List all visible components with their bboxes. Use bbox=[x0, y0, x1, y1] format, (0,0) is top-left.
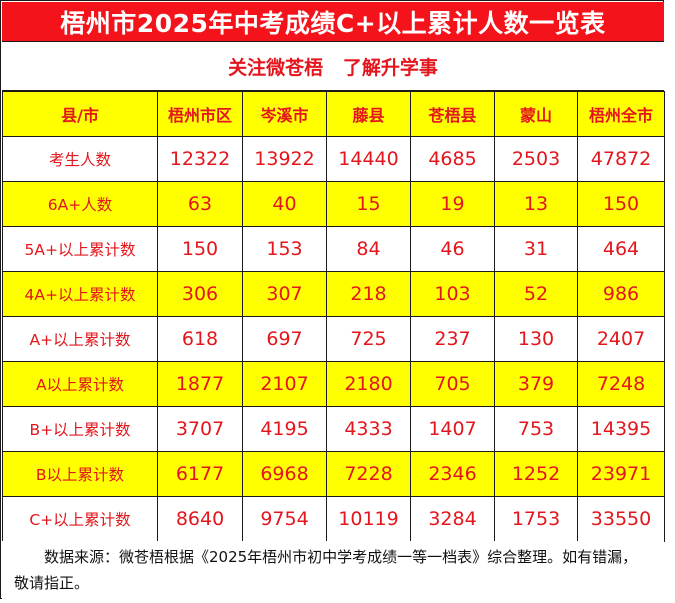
table-body: 考生人数 12322 13922 14440 4685 2503 47872 6A+人数 63 4… bbox=[2, 136, 665, 542]
header-wuzhou-total: 梧州全市 bbox=[577, 91, 665, 137]
table-row: C+以上累计数 8640 9754 10119 3284 1753 33550 bbox=[2, 496, 665, 542]
table-row: 考生人数 12322 13922 14440 4685 2503 47872 bbox=[2, 136, 665, 182]
table-row: 6A+人数 63 40 15 19 13 150 bbox=[2, 181, 665, 227]
table-cell: 150 bbox=[157, 226, 243, 272]
row-label: 5A+以上累计数 bbox=[2, 226, 158, 272]
table-cell: 153 bbox=[242, 226, 327, 272]
table-cell: 753 bbox=[494, 406, 578, 452]
row-label: A以上累计数 bbox=[2, 361, 158, 407]
table-cell: 2503 bbox=[494, 136, 578, 182]
table-row: B以上累计数 6177 6968 7228 2346 1252 23971 bbox=[2, 451, 665, 497]
data-source-note: 数据来源：微苍梧根据《2025年梧州市初中学考成绩一等一档表》综合整理。如有错漏… bbox=[2, 541, 664, 599]
table-row: 4A+以上累计数 306 307 218 103 52 986 bbox=[2, 271, 665, 317]
table-cell: 306 bbox=[157, 271, 243, 317]
row-label: 考生人数 bbox=[2, 136, 158, 182]
table-header-row: 县/市 梧州市区 岑溪市 藤县 苍梧县 蒙山 梧州全市 bbox=[2, 91, 665, 137]
header-region: 县/市 bbox=[2, 91, 158, 137]
table-cell: 23971 bbox=[577, 451, 665, 497]
table-cell: 33550 bbox=[577, 496, 665, 542]
table-cell: 1877 bbox=[157, 361, 243, 407]
table-row: B+以上累计数 3707 4195 4333 1407 753 14395 bbox=[2, 406, 665, 452]
table-cell: 10119 bbox=[326, 496, 411, 542]
table-cell: 52 bbox=[494, 271, 578, 317]
table-cell: 3284 bbox=[410, 496, 495, 542]
row-label: B+以上累计数 bbox=[2, 406, 158, 452]
table-cell: 697 bbox=[242, 316, 327, 362]
header-tengxian: 藤县 bbox=[326, 91, 411, 137]
table-cell: 9754 bbox=[242, 496, 327, 542]
row-label: A+以上累计数 bbox=[2, 316, 158, 362]
table-cell: 14440 bbox=[326, 136, 411, 182]
table-cell: 618 bbox=[157, 316, 243, 362]
table-cell: 218 bbox=[326, 271, 411, 317]
header-cenxi: 岑溪市 bbox=[242, 91, 327, 137]
table-cell: 14395 bbox=[577, 406, 665, 452]
subtitle-text: 关注微苍梧 了解升学事 bbox=[228, 56, 438, 79]
table-cell: 150 bbox=[577, 181, 665, 227]
table-cell: 7248 bbox=[577, 361, 665, 407]
table-cell: 1407 bbox=[410, 406, 495, 452]
table-row: A以上累计数 1877 2107 2180 705 379 7248 bbox=[2, 361, 665, 407]
title-banner: 梧州市2025年中考成绩C+以上累计人数一览表 bbox=[2, 2, 664, 42]
table-cell: 13922 bbox=[242, 136, 327, 182]
table-cell: 464 bbox=[577, 226, 665, 272]
table-cell: 2180 bbox=[326, 361, 411, 407]
header-wuzhou-urban: 梧州市区 bbox=[157, 91, 243, 137]
table-cell: 12322 bbox=[157, 136, 243, 182]
table-cell: 4333 bbox=[326, 406, 411, 452]
results-table-frame: 梧州市2025年中考成绩C+以上累计人数一览表 关注微苍梧 了解升学事 县/市 … bbox=[0, 0, 665, 599]
table-cell: 63 bbox=[157, 181, 243, 227]
table-cell: 31 bbox=[494, 226, 578, 272]
table-cell: 46 bbox=[410, 226, 495, 272]
table-cell: 307 bbox=[242, 271, 327, 317]
page-title: 梧州市2025年中考成绩C+以上累计人数一览表 bbox=[60, 8, 606, 38]
table-cell: 705 bbox=[410, 361, 495, 407]
table-cell: 40 bbox=[242, 181, 327, 227]
row-label: 6A+人数 bbox=[2, 181, 158, 227]
table-cell: 237 bbox=[410, 316, 495, 362]
table-cell: 130 bbox=[494, 316, 578, 362]
table-row: A+以上累计数 618 697 725 237 130 2407 bbox=[2, 316, 665, 362]
table-cell: 3707 bbox=[157, 406, 243, 452]
table-cell: 8640 bbox=[157, 496, 243, 542]
table-cell: 19 bbox=[410, 181, 495, 227]
table-cell: 2107 bbox=[242, 361, 327, 407]
table-cell: 4195 bbox=[242, 406, 327, 452]
table-cell: 1252 bbox=[494, 451, 578, 497]
table-cell: 13 bbox=[494, 181, 578, 227]
table-cell: 4685 bbox=[410, 136, 495, 182]
table-cell: 6968 bbox=[242, 451, 327, 497]
table-cell: 986 bbox=[577, 271, 665, 317]
header-mengshan: 蒙山 bbox=[494, 91, 578, 137]
row-label: B以上累计数 bbox=[2, 451, 158, 497]
table-cell: 725 bbox=[326, 316, 411, 362]
table-cell: 15 bbox=[326, 181, 411, 227]
table-cell: 6177 bbox=[157, 451, 243, 497]
row-label: 4A+以上累计数 bbox=[2, 271, 158, 317]
table-cell: 2407 bbox=[577, 316, 665, 362]
score-table: 县/市 梧州市区 岑溪市 藤县 苍梧县 蒙山 梧州全市 考生人数 12322 139… bbox=[2, 91, 665, 542]
table-cell: 7228 bbox=[326, 451, 411, 497]
row-label: C+以上累计数 bbox=[2, 496, 158, 542]
header-cangwu: 苍梧县 bbox=[410, 91, 495, 137]
table-cell: 103 bbox=[410, 271, 495, 317]
table-cell: 2346 bbox=[410, 451, 495, 497]
table-cell: 47872 bbox=[577, 136, 665, 182]
table-row: 5A+以上累计数 150 153 84 46 31 464 bbox=[2, 226, 665, 272]
table-cell: 84 bbox=[326, 226, 411, 272]
subtitle-row: 关注微苍梧 了解升学事 bbox=[2, 42, 664, 91]
table-cell: 1753 bbox=[494, 496, 578, 542]
table-cell: 379 bbox=[494, 361, 578, 407]
